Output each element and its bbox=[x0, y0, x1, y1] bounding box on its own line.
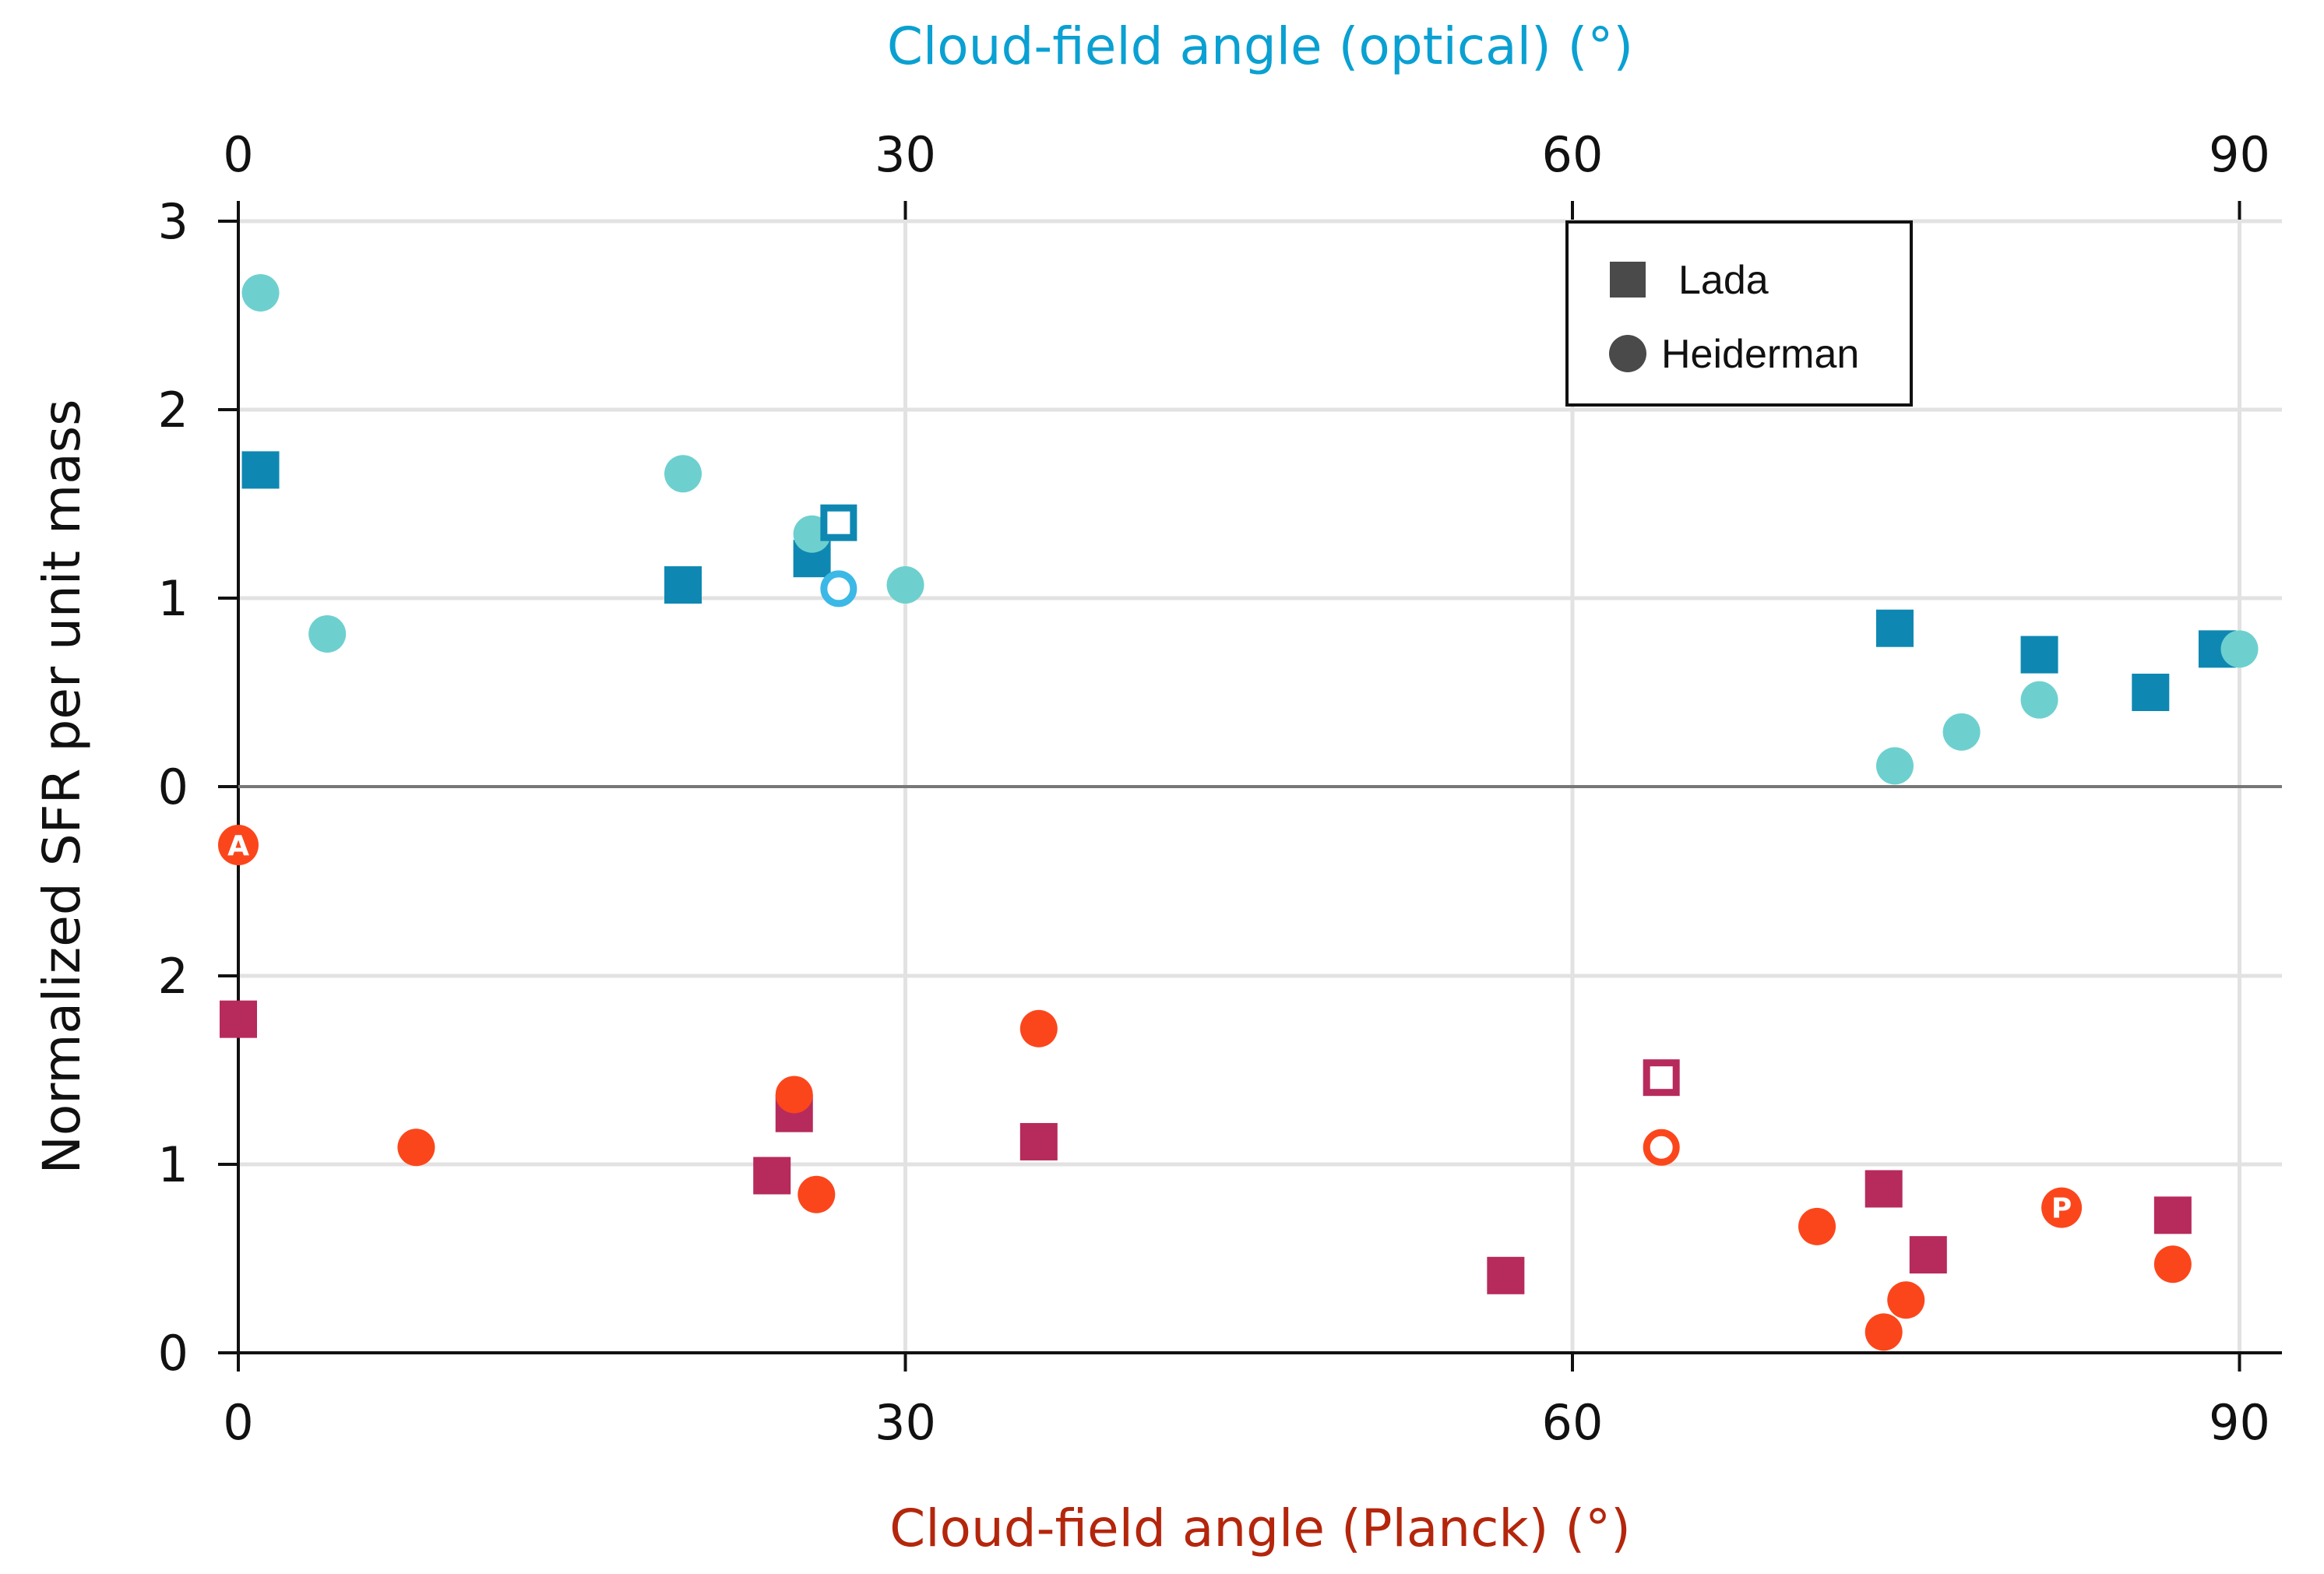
top-lada-point bbox=[2132, 674, 2170, 711]
bottom-lada-point bbox=[753, 1157, 791, 1195]
legend-box bbox=[1565, 220, 1913, 407]
bottom-heiderman-point bbox=[397, 1129, 435, 1167]
top-y-tick-label: 2 bbox=[158, 382, 188, 438]
labeled-point-a bbox=[218, 825, 259, 865]
legend-heiderman-label: Heiderman bbox=[1661, 332, 1859, 377]
labeled-point-p-text: P bbox=[2051, 1193, 2072, 1225]
top-heiderman-point bbox=[886, 566, 924, 604]
top-y-tick-label: 3 bbox=[158, 193, 188, 250]
legend: Lada Heiderman bbox=[1565, 220, 1913, 407]
bottom-lada-point bbox=[2153, 1196, 2192, 1234]
bottom-heiderman-point bbox=[1019, 1009, 1058, 1048]
bottom-y-tick-label: 0 bbox=[158, 1325, 188, 1382]
axes bbox=[218, 201, 2282, 1372]
top-heiderman-open-point bbox=[820, 570, 857, 607]
labeled-point-p bbox=[2041, 1187, 2083, 1228]
bottom-heiderman-point bbox=[1887, 1281, 1925, 1319]
bottom-heiderman-point bbox=[2153, 1245, 2192, 1283]
top-lada-open-point bbox=[820, 504, 857, 541]
legend-lada-label: Lada bbox=[1678, 258, 1769, 303]
bottom-x-tick-label: 90 bbox=[2209, 1394, 2270, 1451]
top-heiderman-point bbox=[2220, 630, 2259, 668]
top-lada-point bbox=[2020, 636, 2058, 674]
top-heiderman-point bbox=[308, 614, 347, 653]
top-heiderman-point bbox=[2020, 681, 2058, 719]
top-x-axis-title: Cloud-field angle (optical) (°) bbox=[887, 16, 1633, 76]
grid-lines bbox=[238, 219, 2282, 1353]
top-x-tick-label: 0 bbox=[223, 126, 253, 183]
data-marks: AP bbox=[218, 273, 2259, 1351]
top-x-tick-label: 90 bbox=[2209, 126, 2270, 183]
bottom-x-tick-label: 30 bbox=[875, 1394, 936, 1451]
top-lada-point bbox=[1875, 609, 1914, 647]
top-lada-point bbox=[664, 566, 702, 604]
bottom-lada-open-point bbox=[1643, 1059, 1680, 1097]
bottom-heiderman-point bbox=[775, 1076, 813, 1114]
bottom-x-tick-label: 60 bbox=[1542, 1394, 1604, 1451]
top-x-tick-label: 30 bbox=[875, 126, 936, 183]
legend-heiderman-marker bbox=[1609, 335, 1646, 372]
bottom-heiderman-point bbox=[798, 1175, 836, 1213]
bottom-x-tick-label: 0 bbox=[223, 1394, 253, 1451]
bottom-heiderman-point bbox=[1798, 1207, 1836, 1245]
bottom-lada-point bbox=[1864, 1170, 1903, 1208]
legend-lada-marker bbox=[1610, 262, 1646, 298]
bottom-heiderman-open-point bbox=[1643, 1129, 1680, 1166]
bottom-heiderman-point bbox=[1864, 1313, 1903, 1351]
y-axis-title: Normalized SFR per unit mass bbox=[32, 400, 92, 1174]
bottom-lada-point bbox=[1019, 1122, 1058, 1160]
top-x-tick-label: 60 bbox=[1542, 126, 1604, 183]
labeled-point-a-text: A bbox=[227, 830, 249, 862]
top-heiderman-point bbox=[664, 455, 702, 493]
top-heiderman-point bbox=[1942, 713, 1981, 751]
bottom-lada-point bbox=[1909, 1236, 1947, 1274]
bottom-lada-point bbox=[220, 1000, 257, 1038]
top-y-tick-label: 1 bbox=[158, 570, 188, 627]
top-y-tick-label: 0 bbox=[158, 759, 188, 815]
top-lada-point bbox=[241, 451, 280, 489]
bottom-y-tick-label: 1 bbox=[158, 1136, 188, 1193]
bottom-x-axis-title: Cloud-field angle (Planck) (°) bbox=[889, 1498, 1631, 1558]
top-heiderman-point bbox=[1875, 747, 1914, 785]
bottom-y-tick-label: 2 bbox=[158, 948, 188, 1005]
bottom-lada-point bbox=[1487, 1256, 1525, 1294]
top-heiderman-point bbox=[241, 273, 280, 312]
